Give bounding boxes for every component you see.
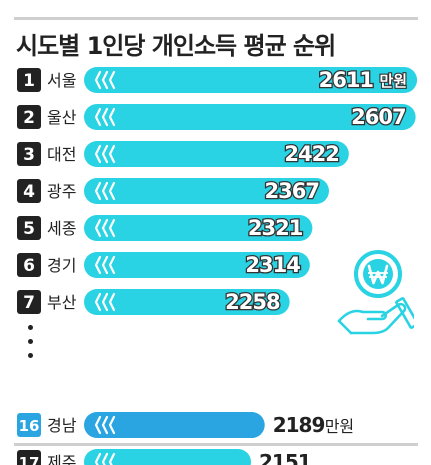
- rank-number: 5: [23, 219, 35, 239]
- value-label: 2422: [284, 142, 338, 166]
- rank-number: 1: [23, 71, 35, 91]
- region-label: 경남: [47, 416, 77, 435]
- chevron-icon: [94, 107, 116, 127]
- rank-number: 7: [23, 293, 35, 313]
- rank-badge: [17, 450, 41, 465]
- region-label: 제주: [47, 453, 76, 465]
- rank-badge: [17, 290, 41, 314]
- ellipsis-dot: [28, 339, 33, 344]
- chevron-icon: [94, 255, 116, 275]
- value-label: 2189: [273, 413, 325, 437]
- chevron-icon: [94, 415, 116, 435]
- bar-row: 3 대전 2422: [17, 141, 349, 167]
- region-label: 세종: [47, 219, 76, 238]
- bar-row: 1 서울 만원 2611: [17, 67, 418, 93]
- chevron-icon: [94, 218, 116, 238]
- rank-badge: [17, 68, 41, 92]
- rank-badge: [17, 105, 41, 129]
- unit-label: 만원: [325, 417, 354, 436]
- chevron-icon: [94, 292, 116, 312]
- region-label: 광주: [47, 182, 76, 201]
- bar: [84, 252, 310, 278]
- rank-number: 2: [23, 108, 35, 128]
- chevron-icon: [94, 181, 116, 201]
- ellipsis-dot: [28, 325, 33, 330]
- money-hand-illustration: [337, 250, 414, 335]
- region-label: 부산: [47, 293, 77, 312]
- bar-row: 7 부산 2258: [17, 289, 290, 315]
- value-label: 2611: [319, 68, 374, 92]
- chevron-icon: [94, 452, 116, 465]
- bar: [84, 449, 251, 465]
- bar-row: 5 세종 2321: [17, 215, 313, 241]
- bar-row: 16 경남 2189 만원: [17, 412, 354, 438]
- region-label: 울산: [47, 108, 77, 127]
- won-coin-icon: [354, 250, 402, 298]
- bar-row: 17 제주 2151: [17, 449, 312, 465]
- bar: [84, 104, 416, 130]
- unit-label: 만원: [379, 72, 407, 90]
- rank-badge: [17, 253, 41, 277]
- bottom-rule: [14, 443, 418, 446]
- rank-number: 17: [19, 454, 40, 465]
- open-hand-icon: [337, 297, 414, 335]
- value-label: 2258: [225, 290, 280, 314]
- ellipsis-dot: [28, 353, 33, 358]
- rank-number: 6: [23, 256, 35, 276]
- bar: [84, 412, 265, 438]
- bar: [84, 289, 290, 315]
- value-label: 2314: [245, 253, 300, 277]
- region-label: 서울: [47, 71, 76, 90]
- chevron-icon: [94, 70, 116, 90]
- value-label: 2607: [351, 105, 405, 129]
- rank-badge: [17, 216, 41, 240]
- value-label: 2367: [265, 179, 319, 203]
- rank-badge: [17, 179, 41, 203]
- chart-title: 시도별 1인당 개인소득 평균 순위: [16, 32, 336, 60]
- top-rule: [14, 17, 418, 20]
- value-label: 2321: [248, 216, 303, 240]
- bar: [84, 178, 329, 204]
- bar: [84, 141, 349, 167]
- bar: [84, 215, 313, 241]
- bar-row: 6 경기 2314: [17, 252, 310, 278]
- rank-number: 16: [19, 417, 40, 435]
- bar-row: 2 울산 2607: [17, 104, 416, 130]
- chevron-icon: [94, 144, 116, 164]
- rank-number: 3: [23, 145, 35, 165]
- value-label: 2151: [259, 450, 311, 465]
- bar-row: 4 광주 2367: [17, 178, 329, 204]
- rank-badge: [17, 142, 41, 166]
- rank-badge: [17, 413, 41, 437]
- region-label: 대전: [47, 145, 76, 164]
- rank-number: 4: [23, 182, 35, 202]
- bar: [84, 67, 418, 93]
- region-label: 경기: [47, 256, 76, 275]
